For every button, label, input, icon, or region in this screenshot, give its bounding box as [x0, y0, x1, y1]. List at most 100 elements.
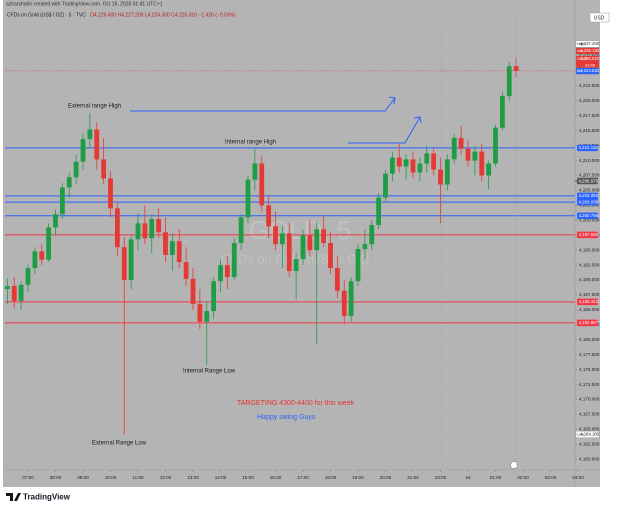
x-tick-label: 17:00 [297, 475, 309, 480]
candle-body [334, 268, 340, 291]
candle-body [4, 286, 10, 289]
y-tick-label: 4,185.000 [579, 307, 600, 312]
candle-body [479, 151, 485, 176]
candle-body [197, 303, 203, 322]
y-tick-label: 4,165.000 [579, 427, 600, 432]
symbol: CFDs on Gold (US$ / OZ) · 5 · TVC [7, 12, 86, 18]
author-line: azharshahir created with TradingView.com… [6, 1, 163, 7]
candle-body [53, 214, 58, 228]
candle-body [396, 157, 402, 167]
candle-body [252, 163, 258, 180]
candle-body [266, 205, 272, 227]
y-tick-label: 4,220.000 [579, 98, 600, 103]
y-tick-label: 4,180.000 [579, 337, 600, 342]
candle-body [169, 241, 175, 255]
candle-body [18, 284, 24, 301]
candle-body [73, 161, 79, 178]
annotation: TARGETING 4300-4400 for this week [237, 400, 354, 407]
candle-body [114, 208, 120, 248]
y-tick-label: 4,200.000 [579, 218, 600, 223]
price-line-label-box [577, 298, 598, 306]
candle-body [32, 251, 38, 269]
quote-value: 4,225.130 [580, 48, 599, 53]
quote-tag: Ask [577, 49, 583, 53]
plot [4, 20, 575, 470]
brand: TradingView [23, 493, 71, 502]
drawn-arrow [348, 116, 421, 144]
candle-body [493, 127, 498, 164]
price-line-label: 4,212.118 [579, 145, 599, 150]
x-tick-label: 12:00 [160, 475, 172, 480]
x-tick-label: 13:00 [187, 475, 199, 480]
y-tick-label: 4,187.500 [579, 292, 600, 297]
candle-body [204, 311, 210, 322]
price-line-label: 4,204.092 [579, 193, 599, 198]
annotation: External range High [68, 104, 121, 110]
candle-body [444, 159, 450, 185]
candle-body [458, 137, 464, 149]
candle-body [307, 235, 313, 251]
candle-body [128, 239, 134, 281]
candle-body [348, 281, 354, 316]
y-tick-label: 4,207.500 [579, 173, 600, 178]
candle-body [300, 235, 306, 260]
candle-body [190, 278, 196, 304]
watermark-symbol: GOLD, 5 [249, 215, 352, 245]
x-tick-label: 10:00 [105, 475, 117, 480]
y-tick-label: 4,215.000 [579, 128, 600, 133]
x-tick-label: 01:00 [490, 475, 502, 480]
x-tick-label: 09:00 [77, 475, 89, 480]
candle-body [451, 137, 457, 160]
candle-body [25, 268, 31, 285]
x-tick-label: 03:00 [545, 475, 557, 480]
price-line-label-box [577, 144, 598, 152]
price-line-label: 4,182.827 [579, 320, 599, 325]
candle-body [314, 229, 320, 251]
y-tick-label: 4,167.500 [579, 412, 600, 417]
x-tick-label: 18:00 [325, 475, 337, 480]
y-tick-label: 4,160.000 [579, 456, 600, 461]
candle-body [135, 223, 141, 240]
currency: USD [594, 15, 605, 21]
candle-body [321, 229, 327, 243]
candle-body [142, 223, 148, 239]
candle-body [293, 259, 299, 272]
candle-body [259, 163, 265, 206]
brand-logo: TradingView [6, 493, 71, 502]
candle-body [46, 227, 52, 260]
y-tick-label: 4,162.500 [579, 442, 600, 447]
x-tick-label: 15:00 [242, 475, 254, 480]
annotation: Internal Range Low [183, 369, 236, 375]
events-icon[interactable] [510, 461, 518, 469]
candle-body [279, 233, 285, 245]
candle-body [362, 244, 368, 249]
candle-body [163, 232, 168, 255]
candle-body [101, 159, 107, 179]
currency-box[interactable] [589, 12, 610, 23]
x-tick-label: 16:00 [270, 475, 282, 480]
quote-tag: GOLD [577, 57, 588, 61]
quote-tag: Low [577, 432, 584, 436]
logo-mark [6, 493, 21, 501]
y-tick-label: 4,210.000 [579, 158, 600, 163]
price-line-label-box [577, 212, 598, 219]
quote-value: 4,225.010 [580, 56, 599, 61]
drawn-arrow [130, 97, 396, 112]
price-line-label-box [577, 231, 598, 239]
price-line-label: 4,203.038 [579, 199, 599, 204]
annotation: External Range Low [92, 441, 147, 447]
candle-body [149, 219, 155, 239]
annotation: Happy swing Guys [257, 414, 316, 421]
quote-box [575, 47, 600, 55]
candle-body [328, 242, 333, 269]
y-tick-label: 4,217.500 [579, 113, 600, 118]
y-tick-label: 4,175.000 [579, 367, 600, 372]
candle-body [341, 290, 347, 316]
countdown: 03:46 [585, 62, 596, 67]
quote-box [575, 67, 600, 75]
y-tick-label: 4,195.000 [579, 247, 600, 252]
candle-body [66, 177, 72, 188]
y-tick-label: 4,177.500 [579, 352, 600, 357]
price-line-label: 4,197.556 [579, 232, 599, 237]
